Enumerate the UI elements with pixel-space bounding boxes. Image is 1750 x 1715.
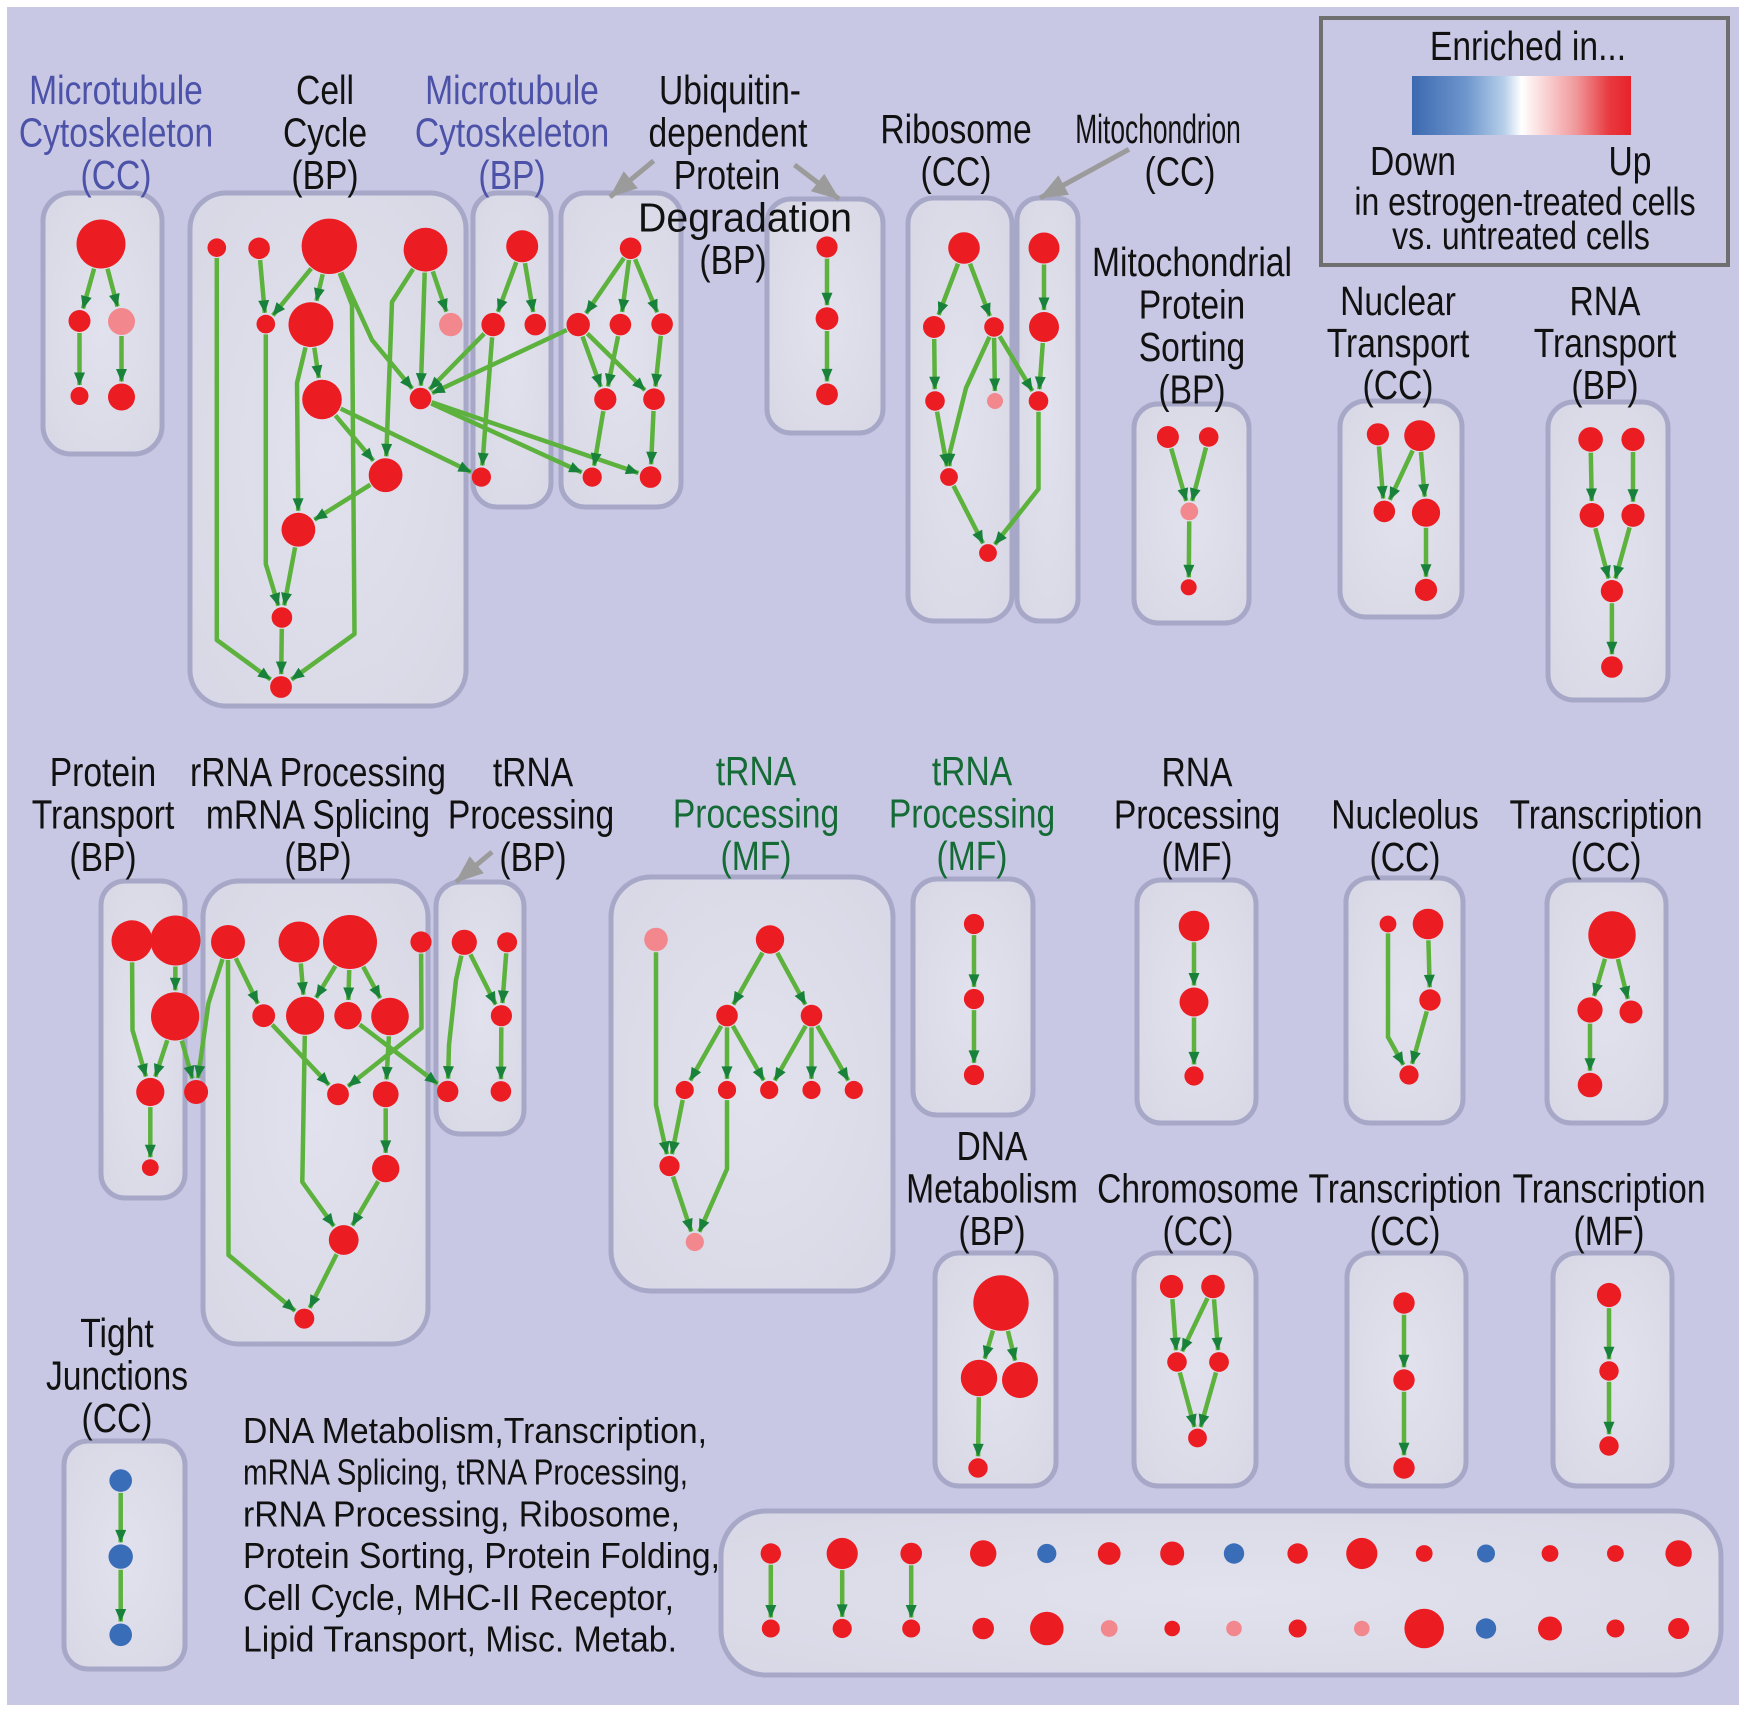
svg-text:Sorting: Sorting [1139, 324, 1246, 370]
svg-text:Transport: Transport [1534, 320, 1677, 366]
svg-text:RNA: RNA [1162, 749, 1233, 795]
svg-text:(CC): (CC) [1363, 362, 1434, 408]
svg-text:Ribosome: Ribosome [880, 106, 1031, 152]
svg-text:(MF): (MF) [721, 833, 792, 879]
svg-text:Down: Down [1370, 138, 1456, 184]
svg-text:Processing: Processing [889, 790, 1055, 836]
svg-text:Cytoskeleton: Cytoskeleton [415, 109, 609, 155]
svg-text:(BP): (BP) [284, 834, 351, 880]
svg-text:(BP): (BP) [958, 1208, 1025, 1254]
svg-text:mRNA Splicing: mRNA Splicing [206, 791, 430, 837]
svg-text:(CC): (CC) [1163, 1208, 1234, 1254]
svg-text:Cell: Cell [296, 67, 354, 113]
svg-text:Nucleolus: Nucleolus [1331, 791, 1479, 837]
svg-text:(CC): (CC) [1370, 834, 1441, 880]
svg-text:Degradation: Degradation [638, 194, 852, 240]
svg-text:(CC): (CC) [81, 152, 152, 198]
svg-text:in estrogen-treated cells: in estrogen-treated cells [1354, 180, 1695, 224]
svg-text:(CC): (CC) [1145, 148, 1216, 194]
svg-text:(MF): (MF) [1162, 834, 1233, 880]
svg-text:Protein: Protein [1139, 281, 1246, 327]
svg-text:Transcription: Transcription [1308, 1165, 1501, 1211]
svg-text:rRNA Processing, Ribosome,: rRNA Processing, Ribosome, [243, 1493, 680, 1534]
svg-text:Mitochondrion: Mitochondrion [1075, 106, 1241, 152]
svg-text:vs. untreated cells: vs. untreated cells [1392, 214, 1650, 258]
svg-text:Microtubule: Microtubule [425, 67, 599, 113]
svg-text:Transcription: Transcription [1512, 1165, 1705, 1211]
svg-text:(CC): (CC) [82, 1395, 153, 1441]
svg-text:Nuclear: Nuclear [1340, 278, 1456, 324]
svg-text:Junctions: Junctions [46, 1352, 188, 1398]
svg-text:tRNA: tRNA [932, 748, 1012, 794]
svg-text:Enriched in...: Enriched in... [1430, 23, 1626, 69]
svg-text:Cycle: Cycle [283, 109, 367, 155]
svg-text:tRNA: tRNA [493, 749, 573, 795]
svg-text:(BP): (BP) [499, 834, 566, 880]
svg-text:(BP): (BP) [478, 152, 545, 198]
svg-text:Processing: Processing [673, 790, 839, 836]
svg-text:Mitochondrial: Mitochondrial [1092, 239, 1292, 285]
svg-text:Chromosome: Chromosome [1097, 1165, 1299, 1211]
svg-text:Protein Sorting, Protein Foldi: Protein Sorting, Protein Folding, [243, 1535, 720, 1576]
svg-text:Processing: Processing [1114, 791, 1280, 837]
svg-text:(MF): (MF) [1574, 1208, 1645, 1254]
svg-text:RNA: RNA [1570, 278, 1641, 324]
svg-text:DNA: DNA [957, 1123, 1028, 1169]
svg-text:Transport: Transport [1327, 320, 1470, 366]
svg-text:Lipid Transport, Misc. Metab.: Lipid Transport, Misc. Metab. [243, 1619, 677, 1660]
svg-text:(BP): (BP) [699, 237, 766, 283]
svg-text:Protein: Protein [50, 749, 157, 795]
svg-text:Ubiquitin-: Ubiquitin- [659, 67, 801, 113]
svg-text:Processing: Processing [448, 791, 614, 837]
svg-text:Tight: Tight [80, 1310, 154, 1356]
svg-text:(CC): (CC) [921, 148, 992, 194]
svg-text:(BP): (BP) [69, 834, 136, 880]
svg-text:(CC): (CC) [1370, 1208, 1441, 1254]
svg-text:mRNA Splicing, tRNA Processing: mRNA Splicing, tRNA Processing, [243, 1452, 688, 1493]
svg-text:dependent: dependent [649, 109, 808, 155]
svg-text:rRNA Processing: rRNA Processing [190, 749, 446, 795]
svg-text:Microtubule: Microtubule [29, 67, 203, 113]
svg-text:(CC): (CC) [1571, 834, 1642, 880]
svg-text:Cell Cycle, MHC-II Receptor,: Cell Cycle, MHC-II Receptor, [243, 1577, 674, 1618]
svg-text:Up: Up [1609, 138, 1652, 184]
svg-text:tRNA: tRNA [716, 748, 796, 794]
svg-text:Transcription: Transcription [1509, 791, 1702, 837]
svg-text:Cytoskeleton: Cytoskeleton [19, 109, 213, 155]
svg-text:(BP): (BP) [1158, 366, 1225, 412]
svg-text:(BP): (BP) [1571, 362, 1638, 408]
svg-text:Metabolism: Metabolism [906, 1165, 1078, 1211]
svg-text:(MF): (MF) [937, 833, 1008, 879]
svg-text:Transport: Transport [32, 791, 175, 837]
svg-text:DNA Metabolism,Transcription,: DNA Metabolism,Transcription, [243, 1410, 707, 1451]
svg-text:(BP): (BP) [291, 152, 358, 198]
svg-text:Protein: Protein [674, 152, 781, 198]
